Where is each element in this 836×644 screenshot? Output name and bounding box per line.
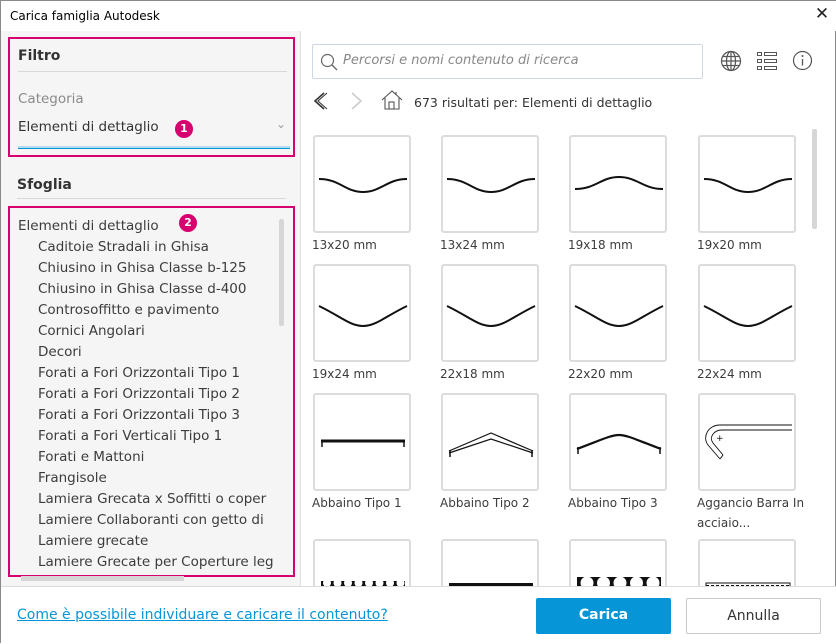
tree-item[interactable]: Decori	[38, 344, 82, 360]
thumbnail-drawing	[576, 433, 662, 454]
thumbnail-drawing	[448, 432, 534, 457]
footer: Come è possibile individuare e caricare …	[1, 586, 836, 644]
tree-item[interactable]: Chiusino in Ghisa Classe b-125	[38, 260, 247, 276]
thumbnail-label: 19x20 mm	[697, 238, 762, 252]
results-query: Elementi di dettaglio	[522, 95, 653, 110]
tree-item[interactable]: Lamiere Collaboranti con getto di	[38, 512, 264, 528]
thumbnail-bar[interactable]	[441, 539, 539, 586]
thumbnail-drawing	[577, 576, 661, 586]
grid-scrollbar[interactable]	[812, 129, 817, 229]
thumbnail-drawing	[446, 178, 536, 194]
filter-heading: Filtro	[18, 48, 61, 64]
thumbnail-drawing	[703, 178, 793, 194]
search-icon	[320, 53, 338, 71]
thumbnail-label: 22x20 mm	[568, 367, 633, 381]
search-input[interactable]	[343, 53, 693, 68]
browse-tree: Elementi di dettaglio 2 Caditoie Stradal…	[8, 206, 295, 577]
thumbnail-label: Abbaino Tipo 3	[568, 496, 658, 510]
load-button[interactable]: Carica	[536, 598, 671, 634]
thumbnail-circles-big[interactable]	[569, 539, 667, 586]
thumbnail-wave-down[interactable]	[313, 135, 411, 233]
left-panel: Filtro Categoria Elementi di dettaglio 1…	[1, 31, 301, 586]
close-icon[interactable]: ✕	[814, 4, 830, 24]
browse-heading: Sfoglia	[17, 177, 72, 193]
thumbnail-drawing	[321, 579, 405, 586]
thumbnail-drawing: +	[705, 424, 792, 460]
thumbnail-label: 19x18 mm	[568, 238, 633, 252]
thumbnail-panel[interactable]	[698, 539, 796, 586]
thumbnail-hook[interactable]: +	[698, 393, 796, 491]
thumbnail-drawing	[321, 439, 405, 447]
forward-icon[interactable]	[348, 91, 364, 111]
category-value: Elementi di dettaglio	[18, 119, 159, 135]
chevron-down-icon: ⌄	[276, 117, 287, 131]
tree-scrollbar[interactable]	[279, 219, 284, 326]
tree-item[interactable]: Forati a Fori Orizzontali Tipo 3	[38, 407, 240, 423]
thumbnail-drawing	[574, 305, 664, 328]
tree-item[interactable]: Chiusino in Ghisa Classe d-400	[38, 281, 247, 297]
cancel-button[interactable]: Annulla	[686, 598, 821, 634]
callout-badge-1: 1	[175, 120, 193, 138]
tree-item[interactable]: Lamiera Grecata x Soffitti o coper	[38, 491, 267, 507]
thumbnail-sag[interactable]	[698, 264, 796, 362]
tree-item[interactable]: Forati a Fori Orizzontali Tipo 1	[38, 365, 240, 381]
thumbnail-drawing	[318, 305, 408, 328]
window-title: Carica famiglia Autodesk	[10, 9, 160, 23]
tree-item[interactable]: Caditoie Stradali in Ghisa	[38, 239, 209, 255]
thumbnail-drawing	[703, 305, 793, 328]
thumbnail-drawing	[705, 582, 791, 586]
search-box[interactable]	[312, 44, 703, 79]
tree-item[interactable]: Frangisole	[38, 470, 107, 486]
results-summary: 673 risultati per: Elementi di dettaglio	[414, 95, 652, 110]
thumbnail-peak[interactable]	[441, 393, 539, 491]
home-icon[interactable]	[381, 89, 403, 111]
thumbnail-sag[interactable]	[313, 264, 411, 362]
tree-item[interactable]: Cornici Angolari	[38, 323, 145, 339]
thumbnail-label: 13x24 mm	[440, 238, 505, 252]
callout-badge-2: 2	[179, 214, 197, 232]
category-label: Categoria	[18, 91, 84, 107]
thumbnail-wave-down[interactable]	[698, 135, 796, 233]
thumbnail-label: 19x24 mm	[312, 367, 377, 381]
list-view-icon[interactable]	[756, 51, 778, 71]
divider	[18, 71, 287, 72]
thumbnail-drawing	[446, 305, 536, 328]
tree-item[interactable]: Lamiere Grecate per Coperture leg	[38, 554, 274, 570]
info-icon[interactable]	[792, 50, 813, 71]
tree-item[interactable]: Forati a Fori Orizzontali Tipo 2	[38, 386, 240, 402]
tree-item[interactable]: Forati e Mattoni	[38, 449, 145, 465]
thumbnail-sag[interactable]	[569, 264, 667, 362]
thumbnail-label: Aggancio Barra In acciaio...	[697, 496, 805, 530]
globe-icon[interactable]	[720, 50, 742, 72]
tree-item[interactable]: Lamiere grecate	[38, 533, 149, 549]
thumbnail-label: 22x18 mm	[440, 367, 505, 381]
thumbnail-drawing	[574, 175, 664, 190]
thumbnail-wave-up[interactable]	[569, 135, 667, 233]
tree-horizontal-scrollbar[interactable]	[21, 576, 184, 581]
thumbnail-arch[interactable]	[569, 393, 667, 491]
title-bar: Carica famiglia Autodesk ✕	[1, 1, 836, 31]
results-count: 673 risultati per:	[414, 95, 519, 110]
help-link[interactable]: Come è possibile individuare e caricare …	[17, 607, 388, 623]
thumbnail-drawing	[449, 583, 533, 586]
svg-text:+: +	[716, 434, 724, 444]
thumbnail-sag[interactable]	[441, 264, 539, 362]
tree-item[interactable]: Controsoffitto e pavimento	[38, 302, 220, 318]
back-icon[interactable]	[312, 91, 328, 111]
filter-section: Filtro Categoria Elementi di dettaglio 1…	[8, 37, 295, 157]
thumbnail-circles-small[interactable]	[313, 539, 411, 586]
divider	[17, 198, 286, 199]
tree-root[interactable]: Elementi di dettaglio	[18, 218, 159, 234]
thumbnail-label: 13x20 mm	[312, 238, 377, 252]
thumbnail-drawing	[318, 178, 408, 194]
thumbnail-label: Abbaino Tipo 2	[440, 496, 530, 510]
category-dropdown[interactable]: Elementi di dettaglio 1 ⌄	[18, 115, 290, 149]
thumbnail-label: 22x24 mm	[697, 367, 762, 381]
thumbnail-flat[interactable]	[313, 393, 411, 491]
thumbnail-wave-down[interactable]	[441, 135, 539, 233]
thumbnail-label: Abbaino Tipo 1	[312, 496, 402, 510]
tree-item[interactable]: Forati a Fori Verticali Tipo 1	[38, 428, 223, 444]
